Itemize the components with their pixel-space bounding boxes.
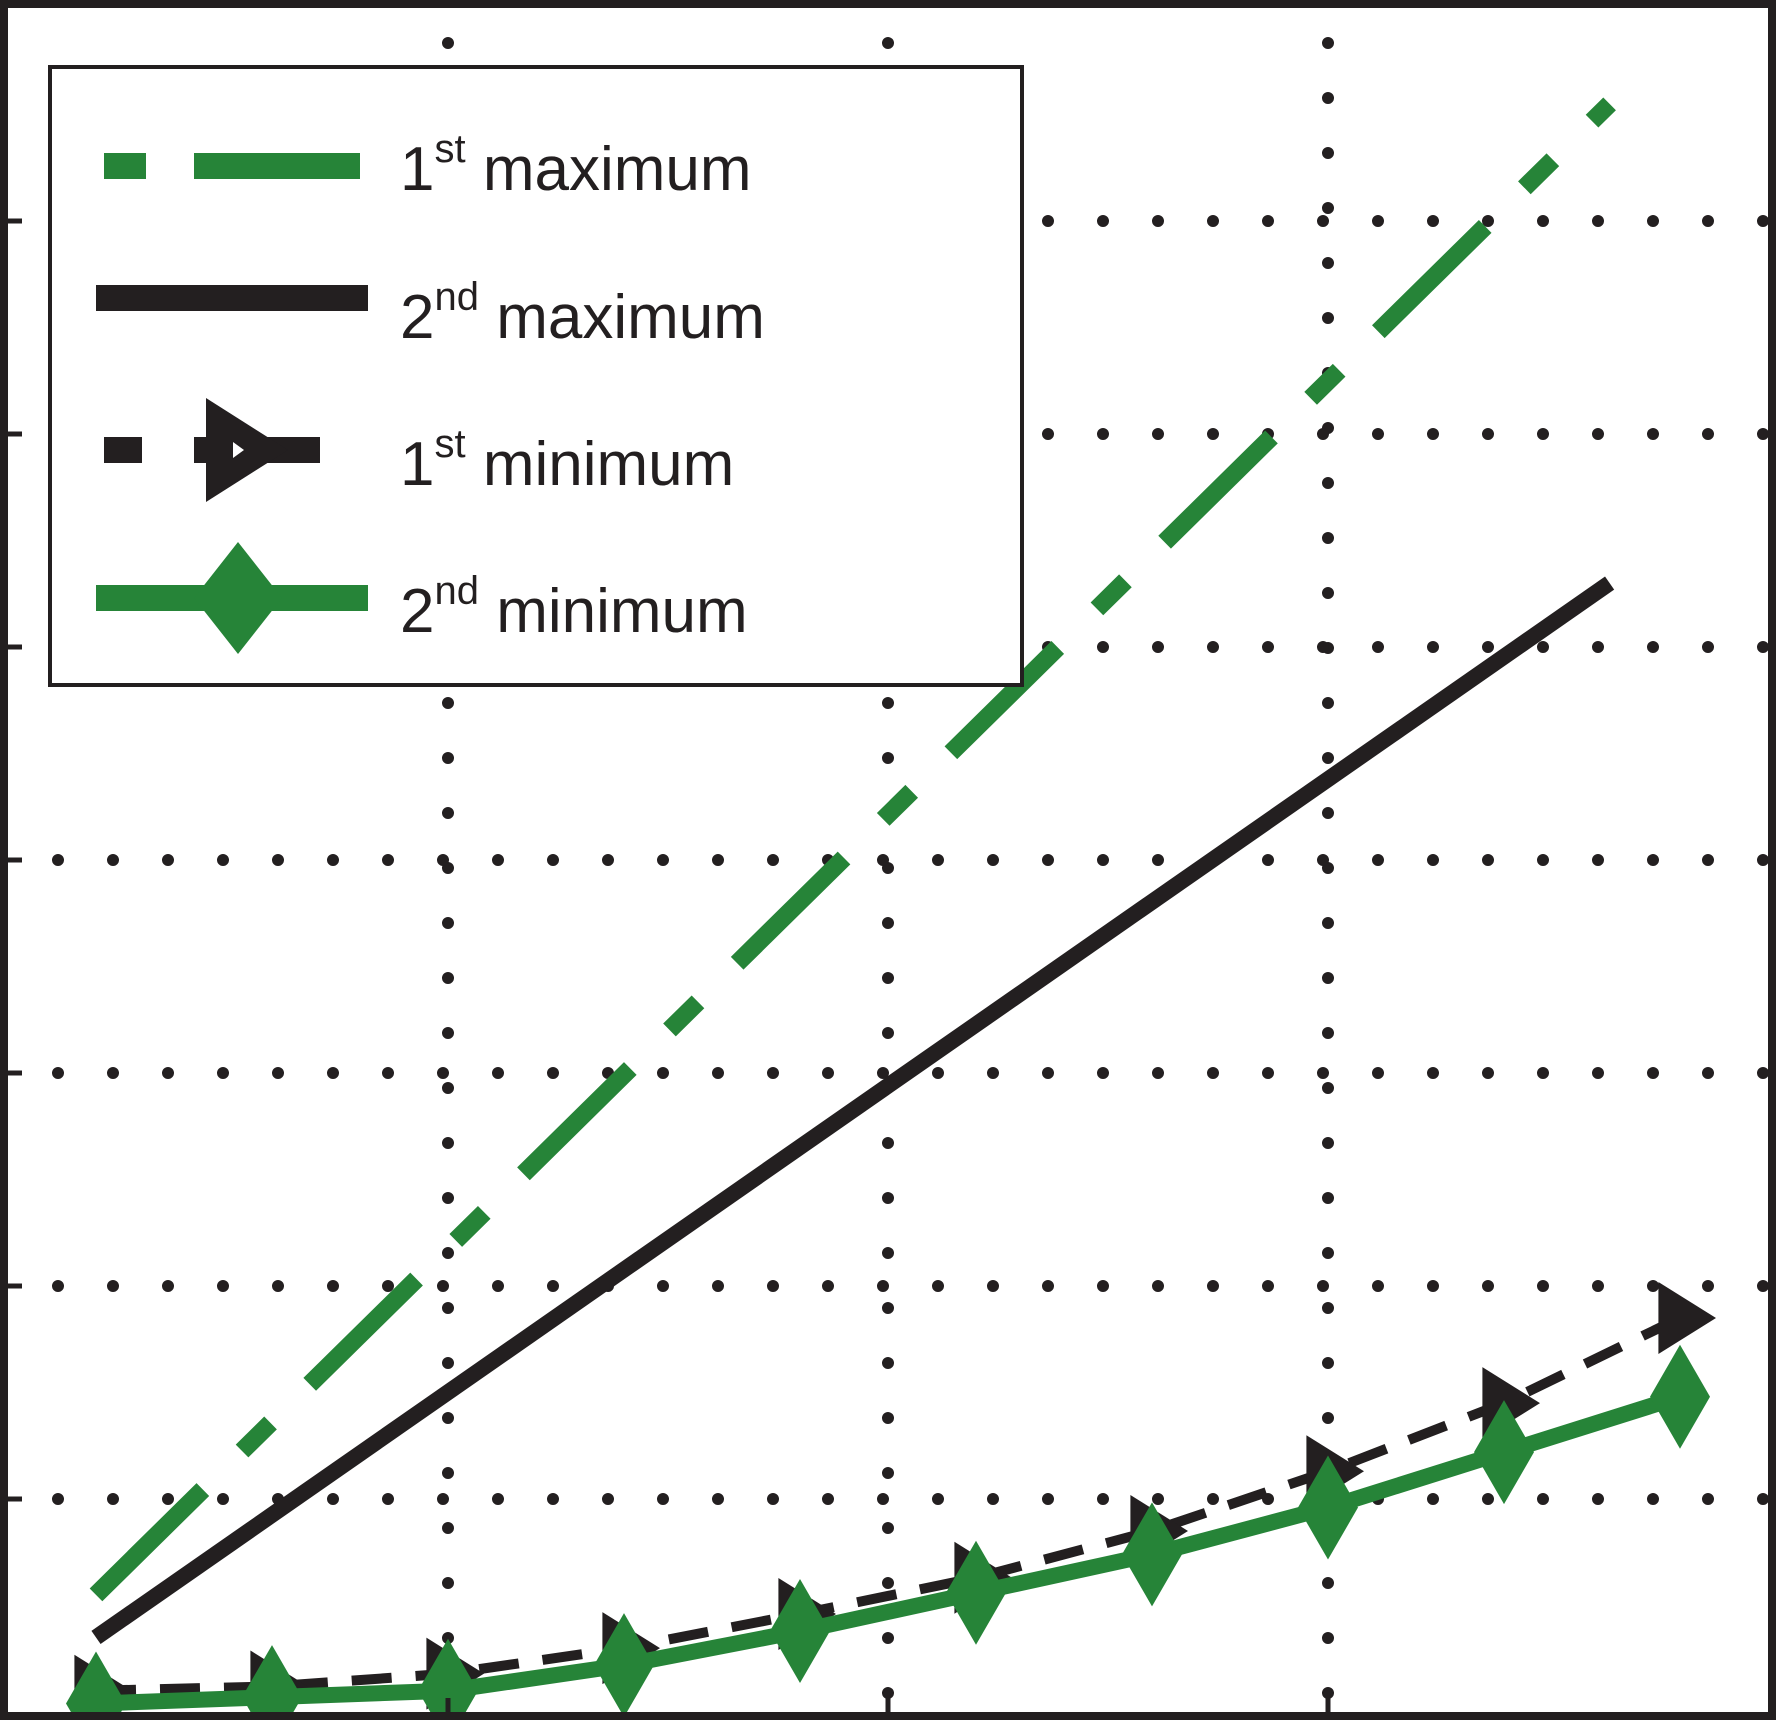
legend-marker-triangle-inner	[233, 442, 244, 458]
marker-diamond-2nd-minimum-6	[946, 1540, 1006, 1645]
axis-ticks	[8, 218, 1331, 1712]
marker-diamond-2nd-minimum-2	[242, 1645, 302, 1720]
legend-label-2nd-minimum: 2nd minimum	[400, 569, 748, 646]
marker-diamond-2nd-minimum-9	[1474, 1400, 1534, 1505]
marker-diamond-2nd-minimum-5	[770, 1579, 830, 1684]
marker-diamond-2nd-minimum-10	[1650, 1344, 1710, 1449]
legend: 1st maximum 2nd maximum 1st minimum 2nd …	[48, 65, 1024, 687]
legend-samples	[96, 153, 368, 654]
legend-sample-1st-minimum	[104, 398, 320, 502]
series-2nd-minimum	[66, 1344, 1710, 1720]
marker-diamond-2nd-minimum-7	[1122, 1502, 1182, 1607]
series-2nd-maximum	[91, 576, 1615, 1645]
series-line-1st-maximum	[89, 97, 1616, 1602]
marker-diamond-2nd-minimum-3	[418, 1638, 478, 1720]
marker-triangle-1st-minimum-10	[1658, 1281, 1716, 1354]
series-line-2nd-maximum	[91, 576, 1615, 1645]
marker-diamond-2nd-minimum-1	[66, 1651, 126, 1720]
series-line-2nd-minimum	[95, 1389, 1683, 1712]
legend-label-1st-minimum: 1st minimum	[400, 422, 734, 499]
legend-marker-diamond	[194, 542, 282, 654]
legend-sample-2nd-minimum	[96, 542, 368, 654]
legend-label-1st-maximum: 1st maximum	[400, 127, 752, 204]
marker-diamond-2nd-minimum-8	[1298, 1455, 1358, 1560]
legend-label-2nd-maximum: 2nd maximum	[400, 275, 765, 352]
marker-diamond-2nd-minimum-4	[594, 1613, 654, 1718]
series-1st-maximum	[89, 97, 1616, 1602]
series-layer	[66, 97, 1716, 1720]
legend-marker-triangle	[206, 398, 288, 502]
series-line-1st-minimum	[95, 1313, 1683, 1696]
series-1st-minimum	[74, 1281, 1716, 1720]
